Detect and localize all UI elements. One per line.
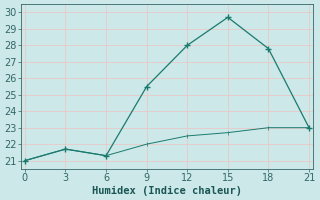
X-axis label: Humidex (Indice chaleur): Humidex (Indice chaleur) <box>92 186 242 196</box>
